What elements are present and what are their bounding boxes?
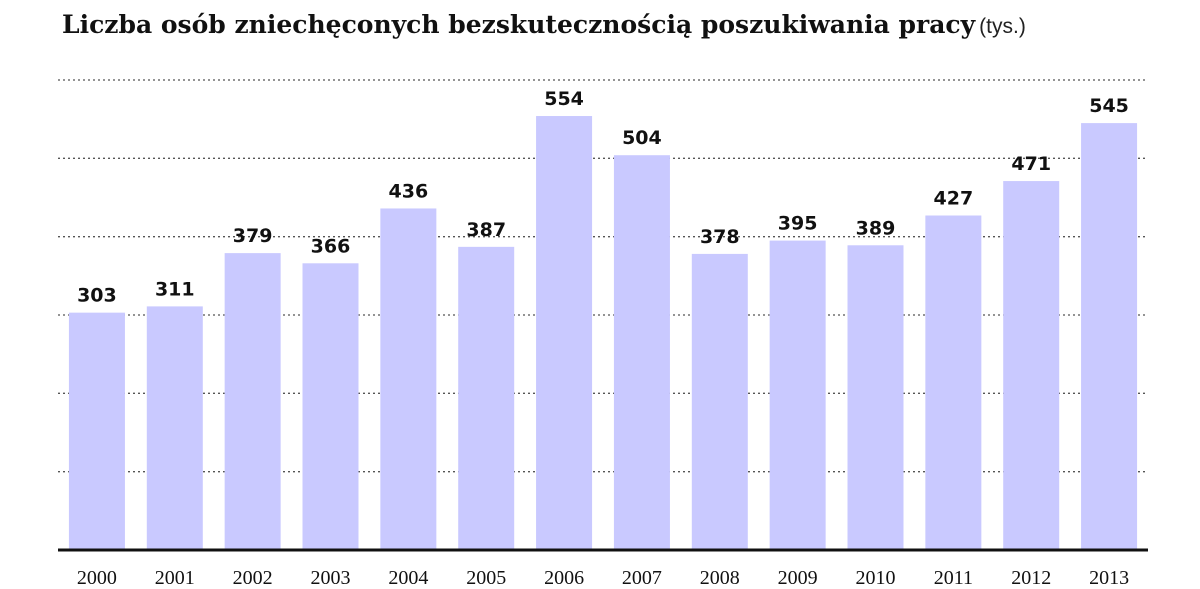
value-label-2003: 366 — [311, 235, 351, 257]
x-tick-label-2013: 2013 — [1089, 567, 1129, 589]
chart-unit: (tys.) — [979, 15, 1026, 38]
bar-2003 — [302, 263, 359, 550]
bar-2004 — [380, 208, 437, 550]
bar-2013 — [1081, 123, 1138, 550]
bar-2002 — [224, 253, 281, 550]
x-tick-label-2007: 2007 — [622, 567, 662, 589]
bar-2000 — [68, 312, 125, 550]
x-tick-label-2008: 2008 — [700, 567, 740, 589]
bar-2008 — [691, 253, 748, 550]
value-label-2006: 554 — [544, 88, 584, 110]
value-label-2007: 504 — [622, 127, 662, 149]
value-label-2013: 545 — [1089, 95, 1129, 117]
chart-title-text: Liczba osób zniechęconych bezskutecznośc… — [62, 10, 976, 39]
value-label-2002: 379 — [233, 225, 273, 247]
x-tick-labels: 2000 2001 2002 2003 2004 2005 2006 2007 2008 2009… — [77, 567, 1129, 589]
bar-2006 — [536, 116, 593, 551]
value-label-2008: 378 — [700, 226, 740, 248]
bar-2001 — [146, 306, 203, 550]
value-label-2004: 436 — [389, 180, 429, 202]
bar-2012 — [1003, 181, 1060, 551]
value-label-2011: 427 — [934, 188, 974, 210]
bars — [68, 116, 1138, 551]
value-label-2009: 395 — [778, 213, 818, 235]
x-tick-label-2000: 2000 — [77, 567, 117, 589]
x-tick-label-2003: 2003 — [311, 567, 351, 589]
bar-2005 — [458, 246, 515, 550]
value-label-2005: 387 — [466, 219, 506, 241]
value-label-2001: 311 — [155, 278, 195, 300]
bar-2009 — [769, 240, 826, 551]
value-label-2000: 303 — [77, 285, 117, 307]
x-tick-label-2001: 2001 — [155, 567, 195, 589]
bar-2010 — [847, 245, 904, 551]
x-tick-label-2004: 2004 — [388, 567, 428, 589]
x-tick-label-2012: 2012 — [1011, 567, 1051, 589]
x-tick-label-2006: 2006 — [544, 567, 584, 589]
value-label-2012: 471 — [1011, 153, 1051, 175]
x-tick-label-2011: 2011 — [934, 567, 973, 589]
bar-2011 — [925, 215, 982, 550]
value-labels: 303 311 379 366 436 387 554 504 378 395 389 427 471 5… — [77, 88, 1129, 307]
x-tick-label-2005: 2005 — [466, 567, 506, 589]
gridlines — [58, 79, 1148, 473]
bar-2007 — [613, 155, 670, 550]
x-tick-label-2002: 2002 — [233, 567, 273, 589]
chart-title: Liczba osób zniechęconych bezskutecznośc… — [62, 10, 1026, 39]
x-tick-label-2010: 2010 — [856, 567, 896, 589]
value-label-2010: 389 — [856, 217, 896, 239]
x-tick-label-2009: 2009 — [778, 567, 818, 589]
